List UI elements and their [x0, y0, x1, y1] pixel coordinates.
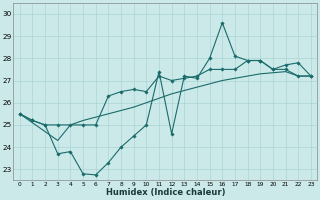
X-axis label: Humidex (Indice chaleur): Humidex (Indice chaleur) — [106, 188, 225, 197]
